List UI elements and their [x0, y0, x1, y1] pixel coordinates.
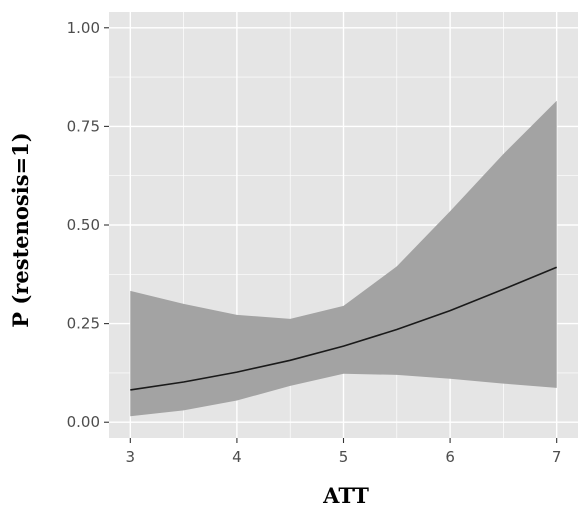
- x-axis: 3 4 5 6 7: [126, 438, 562, 466]
- x-tick-label: 4: [232, 448, 242, 466]
- x-tick-label: 6: [445, 448, 455, 466]
- y-tick-label: 0.75: [67, 117, 100, 135]
- x-tick-label: 3: [126, 448, 136, 466]
- y-tick-label: 0.50: [67, 216, 100, 234]
- x-tick-label: 7: [552, 448, 562, 466]
- marks: [130, 100, 558, 417]
- fitted-line: [130, 266, 558, 391]
- y-axis-title: P (restenosis=1): [8, 132, 33, 327]
- x-axis-title: ATT: [322, 483, 369, 508]
- y-axis: 0.00 0.25 0.50 0.75 1.00: [67, 19, 109, 431]
- y-tick-label: 0.00: [67, 413, 100, 431]
- confidence-ribbon: [130, 100, 557, 417]
- y-tick-label: 1.00: [67, 19, 100, 37]
- x-tick-label: 5: [339, 448, 349, 466]
- y-tick-label: 0.25: [67, 315, 100, 333]
